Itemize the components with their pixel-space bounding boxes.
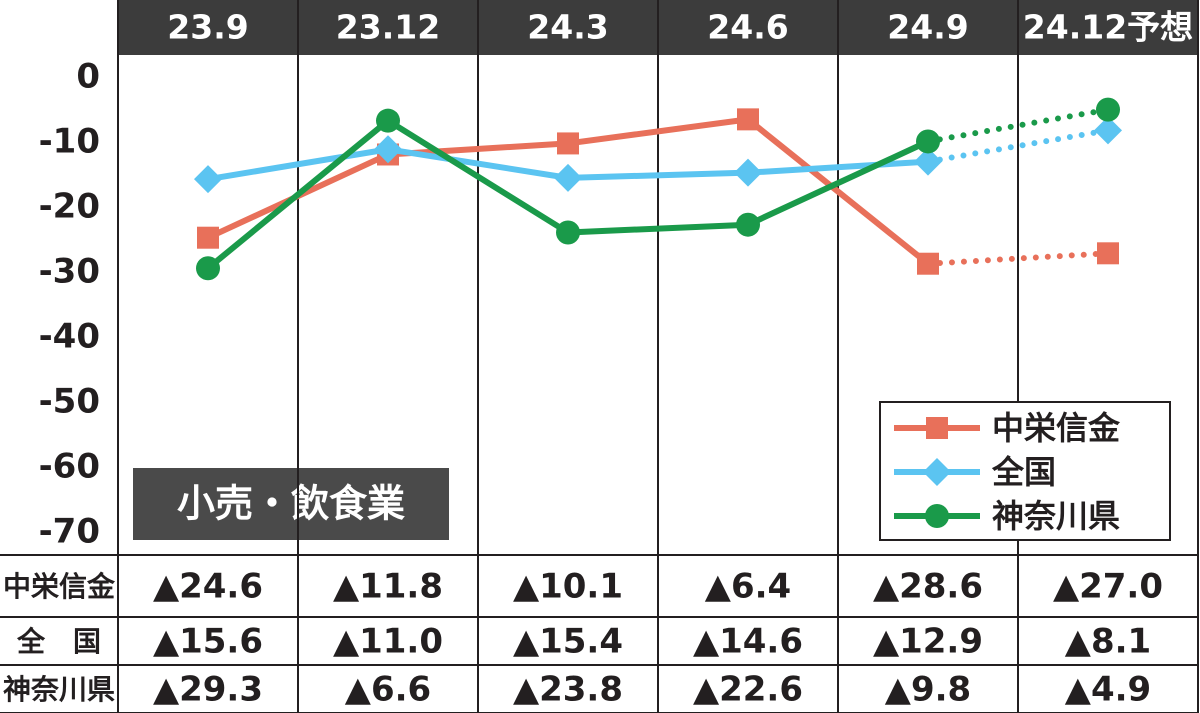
point (376, 108, 400, 133)
legend-label: 全国 (991, 453, 1056, 491)
table-cell: ▲11.8 (333, 567, 443, 607)
point (1096, 97, 1120, 122)
legend-label: 中栄信金 (992, 409, 1121, 447)
x-tick-label: 24.9 (887, 8, 968, 47)
point (1097, 242, 1119, 265)
y-tick-label: 0 (76, 56, 100, 96)
y-tick-label: -60 (39, 446, 100, 486)
table-cell: ▲4.9 (1065, 670, 1151, 710)
point (917, 252, 939, 275)
row-label: 中栄信金 (3, 570, 116, 603)
x-tick-label: 24.6 (707, 8, 788, 47)
row-label: 神奈川県 (3, 673, 115, 706)
legend-marker (923, 458, 951, 486)
table-cell: ▲12.9 (873, 622, 983, 662)
table-cell: ▲23.8 (513, 670, 623, 710)
annotation: 小売・飲食業 (177, 482, 405, 526)
table-cell: ▲6.4 (705, 567, 791, 607)
table-cell: ▲27.0 (1053, 567, 1163, 607)
point (196, 256, 220, 281)
point (737, 108, 759, 131)
point (194, 165, 222, 194)
table-cell: ▲15.6 (153, 622, 263, 662)
point (556, 220, 580, 245)
annotation-box (133, 468, 449, 540)
table-cell: ▲6.6 (345, 670, 431, 710)
y-tick-label: -70 (39, 511, 100, 551)
row-label: 全 国 (16, 625, 101, 658)
legend-marker (926, 417, 948, 439)
x-tick-label: 23.9 (167, 8, 248, 47)
table-cell: ▲28.6 (873, 567, 983, 607)
y-tick-label: -50 (39, 381, 100, 421)
y-tick-label: -40 (39, 316, 100, 356)
x-tick-label: 24.3 (527, 8, 608, 47)
y-tick-label: -20 (39, 186, 100, 226)
table-cell: ▲15.4 (513, 622, 623, 662)
table-cell: ▲10.1 (513, 567, 623, 607)
table-cell: ▲14.6 (693, 622, 803, 662)
point (736, 212, 760, 237)
table-cell: ▲24.6 (153, 567, 263, 607)
point (557, 132, 579, 155)
point (916, 129, 940, 154)
table-cell: ▲9.8 (885, 670, 971, 710)
point (197, 226, 219, 249)
table-cell: ▲29.3 (153, 670, 263, 710)
x-tick-label: 23.12 (336, 8, 440, 47)
point (914, 147, 942, 176)
table-cell: ▲8.1 (1065, 622, 1151, 662)
point (554, 163, 582, 192)
legend-label: 神奈川県 (992, 497, 1120, 535)
table-cell: ▲22.6 (693, 670, 803, 710)
table-cell: ▲11.0 (333, 622, 443, 662)
y-tick-label: -30 (39, 251, 100, 291)
legend-marker (925, 504, 949, 528)
y-tick-label: -10 (39, 121, 100, 161)
point (1094, 116, 1122, 145)
x-tick-label: 24.12予想 (1023, 8, 1193, 47)
point (374, 135, 402, 164)
point (734, 158, 762, 187)
